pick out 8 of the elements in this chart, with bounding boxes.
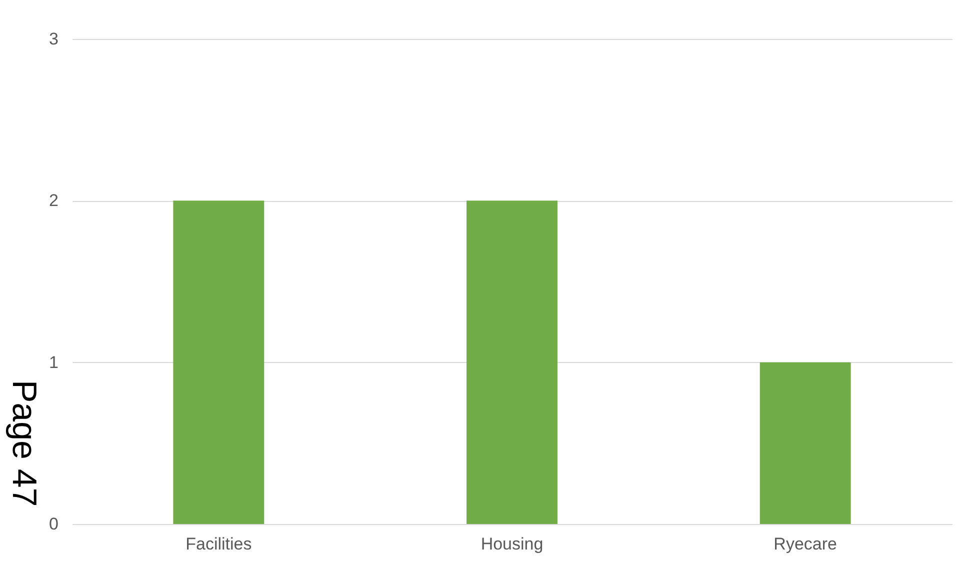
x-tick-label: Ryecare <box>774 534 837 554</box>
x-tick-label: Facilities <box>186 534 252 554</box>
x-tick-label: Housing <box>480 534 544 554</box>
y-tick-label: 0 <box>49 514 58 534</box>
text: Page 47 <box>4 380 43 507</box>
y-tick-label: 2 <box>49 191 58 210</box>
y-tick-label: 3 <box>49 30 58 48</box>
y-tick-label: 1 <box>49 352 58 372</box>
